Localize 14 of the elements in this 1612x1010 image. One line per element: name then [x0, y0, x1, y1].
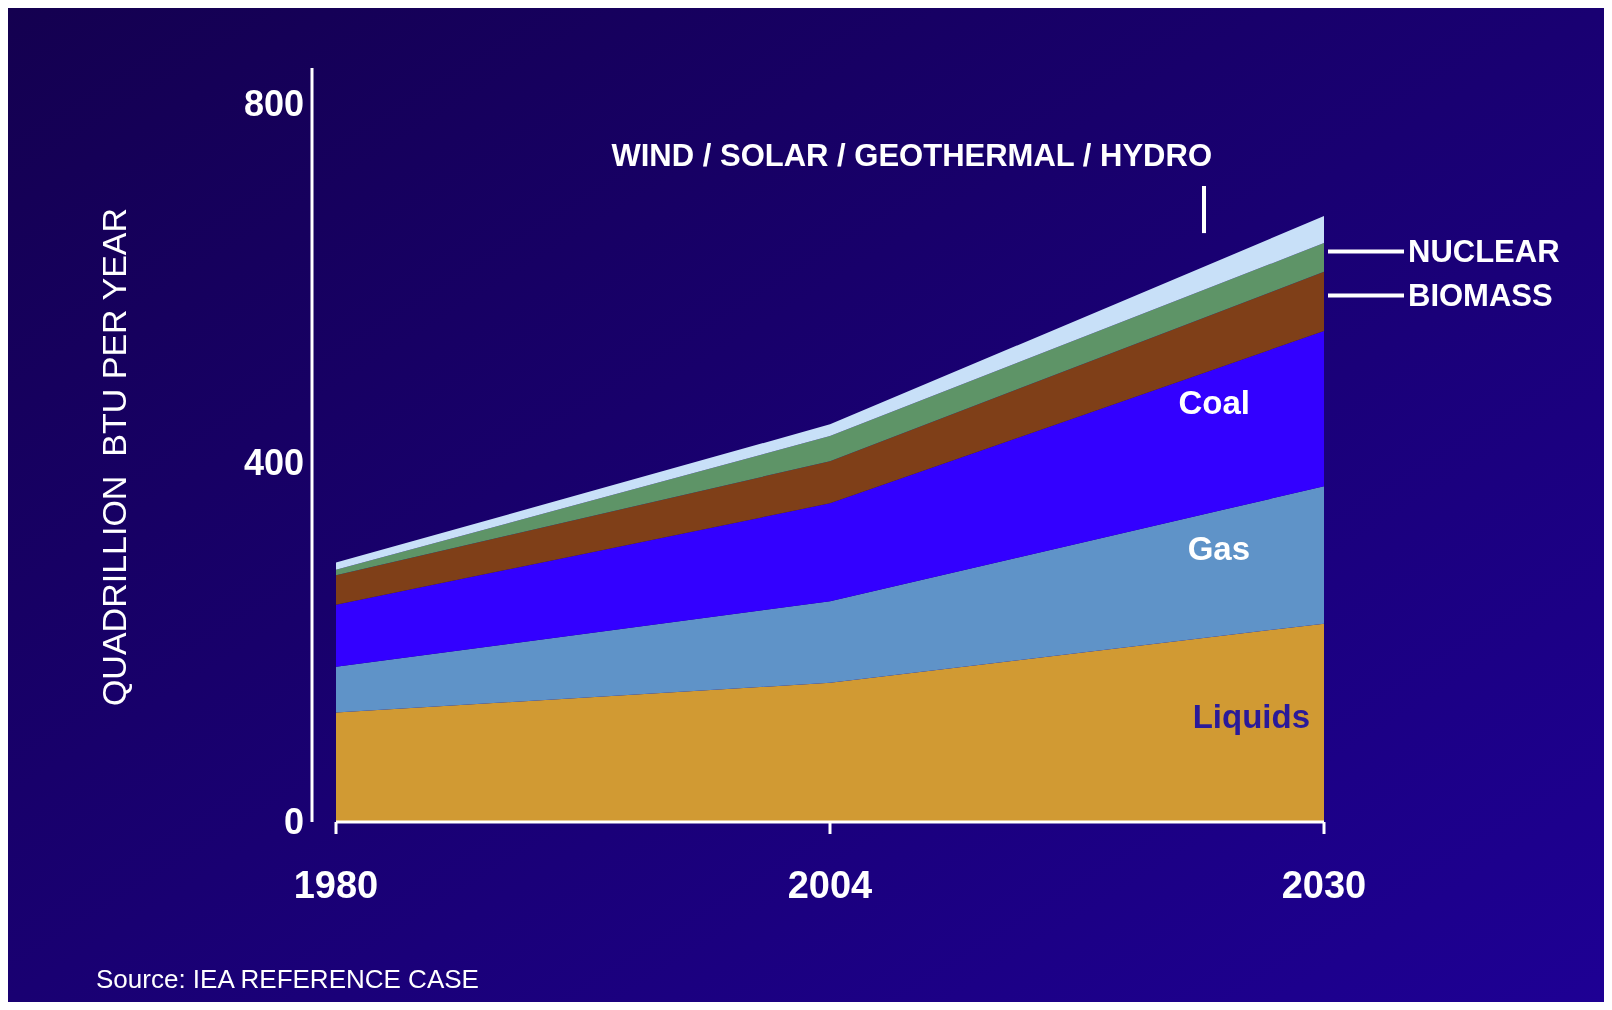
y-tick-label: 0	[283, 801, 304, 842]
text: NUCLEAR	[1408, 234, 1560, 270]
series-label: Gas	[1187, 529, 1250, 567]
y-tick-label: 800	[243, 82, 304, 124]
y-axis-title: QUADRILLION BTU PER YEAR	[95, 207, 133, 707]
x-tick-label: 2004	[787, 864, 873, 906]
source-note: Source: IEA REFERENCE CASE	[96, 964, 479, 994]
y-tick-label: 400	[243, 441, 304, 483]
text: WIND / SOLAR / GEOTHERMAL / HYDRO	[611, 138, 1212, 173]
x-tick-label: 2030	[1281, 864, 1367, 906]
series-label: Liquids	[1192, 697, 1310, 735]
x-tick-label: 1980	[293, 864, 379, 906]
series-label: Coal	[1178, 383, 1250, 421]
text: BIOMASS	[1408, 278, 1553, 314]
